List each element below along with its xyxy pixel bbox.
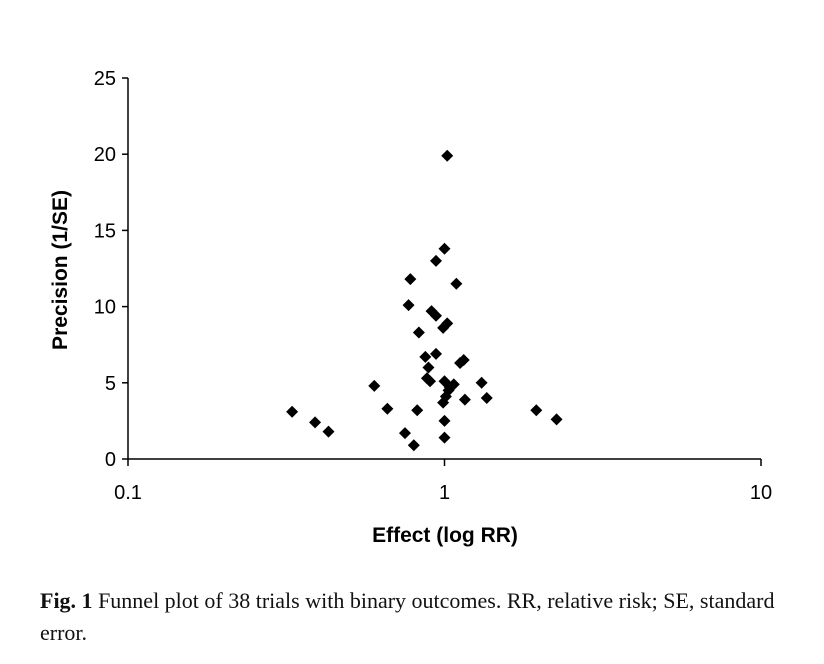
- x-tick-label: 0.1: [114, 482, 142, 504]
- x-tick-label: 1: [439, 482, 450, 504]
- data-point: [437, 396, 450, 409]
- data-point: [438, 414, 451, 427]
- axes: [122, 77, 762, 466]
- data-point: [422, 361, 435, 374]
- data-point: [309, 416, 322, 429]
- y-tick-label: 5: [105, 373, 116, 395]
- tick-labels: 0 5 10 15 20 25 0.1 1 10: [94, 68, 772, 504]
- data-point: [404, 273, 417, 286]
- data-point: [454, 356, 467, 369]
- data-point: [398, 427, 411, 440]
- data-point: [402, 299, 415, 312]
- y-tick-label: 0: [105, 449, 116, 471]
- data-point: [381, 402, 394, 415]
- data-point: [286, 405, 299, 418]
- y-tick-label: 25: [94, 68, 116, 90]
- data-point: [443, 381, 456, 394]
- data-point: [419, 350, 432, 363]
- data-point: [322, 425, 335, 438]
- data-point: [475, 376, 488, 389]
- data-point: [458, 393, 471, 406]
- data-point: [424, 375, 437, 388]
- y-tick-label: 15: [94, 220, 116, 242]
- caption-label: Fig. 1: [40, 588, 93, 613]
- data-point: [438, 431, 451, 444]
- data-point: [437, 321, 450, 334]
- data-point: [480, 392, 493, 405]
- data-point: [550, 413, 563, 426]
- y-tick-label: 10: [94, 297, 116, 319]
- caption-text: Funnel plot of 38 trials with binary out…: [40, 588, 775, 645]
- data-point: [368, 379, 381, 392]
- data-point: [429, 254, 442, 267]
- y-axis-title: Precision (1/SE): [49, 190, 72, 350]
- data-point: [407, 439, 420, 452]
- data-point: [412, 326, 425, 339]
- figure-caption: Fig. 1 Funnel plot of 38 trials with bin…: [40, 585, 800, 649]
- y-tick-label: 20: [94, 144, 116, 166]
- data-point: [530, 404, 543, 417]
- data-point: [450, 277, 463, 290]
- x-tick-label: 10: [750, 482, 772, 504]
- x-axis-title: Effect (log RR): [372, 524, 518, 547]
- data-point: [441, 149, 454, 162]
- funnel-plot: 0 5 10 15 20 25 0.1 1 10 Effect (log RR) Precisi…: [49, 68, 772, 547]
- data-points: [286, 149, 563, 452]
- data-point: [429, 347, 442, 360]
- data-point: [429, 309, 442, 322]
- data-point: [411, 404, 424, 417]
- data-point: [438, 242, 451, 255]
